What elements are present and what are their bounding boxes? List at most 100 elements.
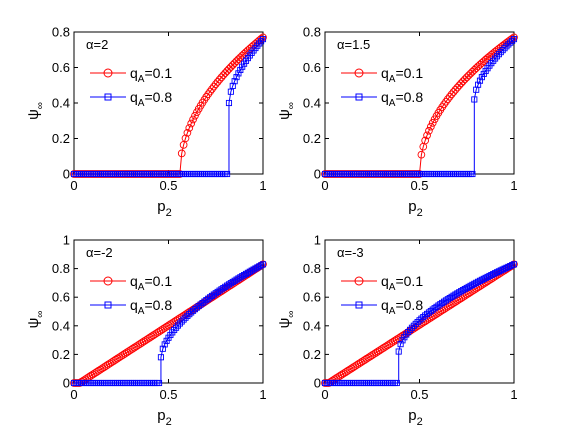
data-point-circle [340, 369, 348, 378]
legend-marker-circle [354, 276, 364, 286]
data-point-square [505, 41, 512, 48]
chart-panel-2: 0 0.5 1 0 0.2 0.4 0.6 0.8 p2 ψ∞ α=1.5 qA=0.1 qA=0.8 [276, 25, 518, 219]
series-line [325, 36, 515, 175]
data-point-circle [381, 342, 390, 351]
data-point-circle [353, 360, 361, 369]
data-point-square [484, 273, 491, 280]
data-point-square [410, 322, 417, 329]
data-point-square [507, 39, 514, 46]
data-point-circle [155, 327, 163, 336]
data-point-circle [181, 134, 190, 143]
data-point-square [174, 322, 182, 329]
data-point-circle [445, 92, 454, 101]
data-point-circle [257, 35, 265, 43]
y-tick-label: 0 [314, 376, 321, 391]
data-point-square [259, 261, 267, 268]
data-point-square [191, 306, 199, 313]
data-point-circle [130, 343, 139, 352]
data-point-square [469, 281, 476, 288]
data-point-square [471, 96, 478, 103]
data-point-square [476, 277, 484, 284]
y-tick-label: 0.8 [303, 25, 321, 40]
data-point-circle [164, 321, 173, 330]
x-axis-label: p2 [408, 407, 422, 428]
legend-marker-square [104, 93, 112, 101]
y-tick-label: 0 [63, 167, 70, 182]
data-point-circle [332, 374, 341, 383]
data-point-square [493, 269, 501, 276]
data-point-circle [134, 341, 143, 349]
data-point-circle [449, 88, 458, 96]
data-point-circle [124, 347, 133, 356]
data-point-square [233, 74, 240, 81]
series-qa-0-8 [70, 36, 267, 178]
data-point-circle [117, 352, 126, 360]
data-point-circle [336, 371, 344, 380]
data-point-circle [211, 80, 220, 89]
data-point-circle [387, 339, 396, 347]
data-point-circle [370, 350, 378, 358]
data-point-square [248, 267, 255, 274]
y-tick-label: 0.6 [303, 60, 321, 75]
data-point-square [509, 37, 516, 44]
y-tick-label: 0.8 [303, 261, 321, 276]
data-point-square [476, 77, 484, 84]
series-qa-0-8 [70, 261, 267, 387]
legend-entry-2: qA=0.8 [341, 297, 423, 317]
alpha-annotation: α=1.5 [337, 37, 370, 52]
legend-marker-square [104, 301, 112, 309]
legend-label: qA=0.8 [130, 89, 172, 109]
series-qa-0-8 [321, 36, 518, 178]
data-point-square [190, 307, 197, 314]
data-point-circle [90, 369, 99, 378]
data-point-circle [374, 347, 382, 356]
x-tick-label: 1 [259, 178, 266, 193]
y-tick-label: 0.2 [52, 347, 70, 362]
data-point-circle [217, 73, 226, 82]
data-point-square [184, 312, 191, 319]
data-point-circle [215, 75, 224, 84]
data-point-square [161, 341, 168, 348]
data-point-circle [92, 368, 101, 376]
data-point-circle [338, 370, 346, 379]
data-point-circle [423, 131, 431, 140]
data-point-circle [366, 352, 375, 361]
y-tick-label: 0.2 [303, 347, 321, 362]
data-point-circle [360, 356, 369, 364]
data-point-circle [189, 115, 197, 124]
data-point-square [225, 99, 233, 107]
data-point-square [393, 379, 400, 387]
data-point-square [193, 304, 200, 311]
legend-label: qA=0.8 [130, 297, 172, 317]
data-point-circle [158, 325, 167, 334]
data-point-circle [126, 346, 135, 354]
data-point-square [408, 324, 415, 331]
data-point-circle [345, 365, 354, 374]
data-point-square [407, 326, 414, 333]
data-point-square [510, 36, 518, 43]
y-axis-label: ψ∞ [25, 311, 46, 329]
data-point-square [254, 264, 261, 271]
data-point-square [186, 311, 193, 318]
data-point-square [235, 70, 242, 77]
data-point-circle [357, 358, 365, 367]
x-tick-label: 1 [510, 178, 517, 193]
data-point-circle [149, 331, 158, 340]
legend-label: qA=0.1 [130, 65, 172, 85]
data-point-square [227, 88, 234, 95]
legend-marker-circle [103, 276, 113, 286]
data-point-circle [100, 363, 109, 371]
data-point-square [499, 266, 506, 273]
series-qa-0-1 [321, 33, 518, 178]
data-point-circle [206, 87, 214, 96]
data-point-circle [147, 332, 156, 341]
data-point-circle [113, 354, 122, 363]
legend-entry-2: qA=0.8 [90, 297, 172, 317]
data-point-circle [185, 124, 194, 132]
data-point-circle [136, 339, 145, 348]
data-point-square [178, 318, 185, 325]
data-point-square [463, 284, 470, 292]
x-tick-label: 1 [510, 387, 517, 402]
data-point-circle [358, 357, 367, 366]
